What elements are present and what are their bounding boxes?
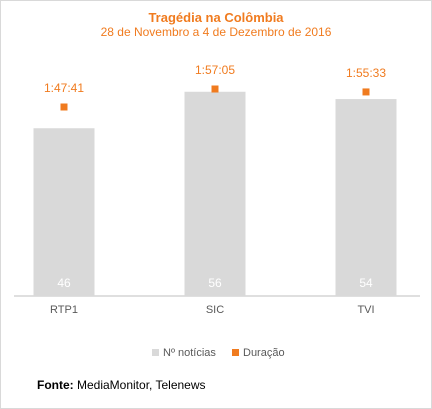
legend-noticias-label: Nº notícias: [163, 347, 216, 359]
duration-label-rtp1: 1:47:41: [44, 81, 84, 95]
source-text: MediaMonitor, Telenews: [73, 378, 206, 392]
legend-noticias-swatch: [152, 349, 159, 356]
chart-subtitle: 28 de Novembro a 4 de Dezembro de 2016: [100, 25, 332, 39]
x-tick-label-rtp1: RTP1: [50, 304, 78, 316]
legend-duracao-swatch: [232, 349, 239, 356]
bar-value-label-tvi: 54: [359, 276, 373, 290]
source-label: Fonte:: [37, 378, 74, 392]
bar-tvi: [335, 99, 397, 296]
duration-label-tvi: 1:55:33: [346, 66, 386, 80]
bar-rtp1: [33, 128, 95, 296]
x-tick-label-sic: SIC: [206, 304, 224, 316]
bar-value-label-rtp1: 46: [57, 276, 71, 290]
chart-title: Tragédia na Colômbia: [148, 10, 284, 25]
duration-marker-rtp1: [60, 103, 68, 111]
bar-sic: [184, 91, 246, 296]
duration-label-sic: 1:57:05: [195, 63, 235, 77]
x-tick-label-tvi: TVI: [357, 304, 374, 316]
duration-marker-tvi: [362, 88, 370, 96]
legend-duracao-label: Duração: [243, 347, 285, 359]
bar-value-label-sic: 56: [208, 276, 222, 290]
duration-marker-sic: [211, 85, 219, 93]
source-note: Fonte: MediaMonitor, Telenews: [37, 378, 206, 392]
